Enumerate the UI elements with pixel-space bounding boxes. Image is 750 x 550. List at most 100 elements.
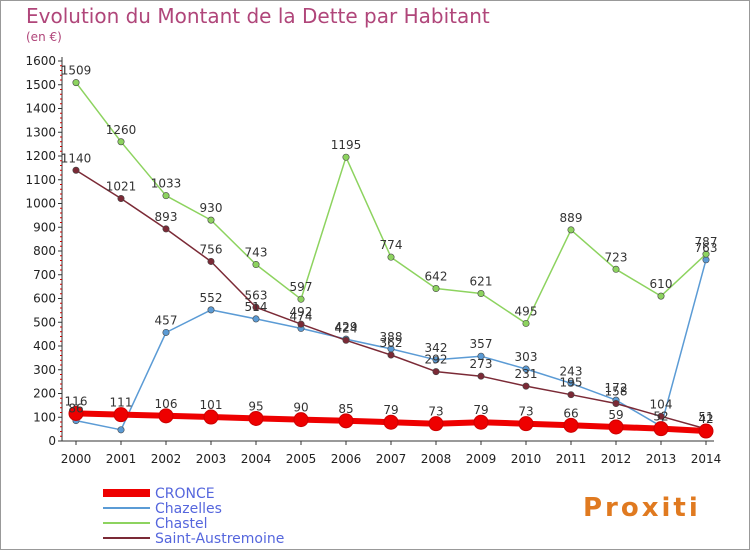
data-label: 104 xyxy=(650,397,673,411)
data-point xyxy=(477,352,485,360)
y-tick-label: 600 xyxy=(33,292,56,306)
data-label: 95 xyxy=(248,399,263,413)
data-label: 893 xyxy=(155,210,178,224)
chart-title: Evolution du Montant de la Dette par Hab… xyxy=(26,4,490,28)
data-point xyxy=(428,416,444,432)
y-tick-label: 800 xyxy=(33,244,56,258)
data-point xyxy=(432,356,440,364)
data-label: 495 xyxy=(515,304,538,318)
data-label: 51 xyxy=(698,410,713,424)
data-point xyxy=(207,306,215,314)
data-label: 424 xyxy=(335,321,358,335)
data-label: 85 xyxy=(338,402,353,416)
data-point xyxy=(477,290,485,298)
data-label: 1021 xyxy=(106,180,137,194)
x-tick-label: 2012 xyxy=(601,452,632,466)
data-point xyxy=(297,320,305,328)
data-point xyxy=(567,379,575,387)
data-point xyxy=(657,412,665,420)
data-label: 563 xyxy=(245,288,268,302)
data-point xyxy=(252,303,260,311)
data-label: 90 xyxy=(293,401,308,415)
x-tick-label: 2009 xyxy=(466,452,497,466)
data-point xyxy=(702,250,710,258)
data-label: 101 xyxy=(200,398,223,412)
x-tick-label: 2003 xyxy=(196,452,227,466)
data-point xyxy=(567,226,575,234)
data-point xyxy=(432,285,440,293)
legend-label-cronce: CRONCE xyxy=(155,486,215,502)
y-tick-label: 1200 xyxy=(25,149,56,163)
data-labels: 116 111 106 101 95 90 85 79 73 79 73 66 59 52 42 86 457 5… xyxy=(61,64,718,426)
y-tick-label: 900 xyxy=(33,220,56,234)
data-point xyxy=(473,414,489,430)
legend-label-chazelles: Chazelles xyxy=(155,501,222,517)
data-point xyxy=(563,417,579,433)
data-point xyxy=(162,225,170,233)
x-tick-label: 2002 xyxy=(151,452,182,466)
proxiti-logo: Proxiti xyxy=(583,493,701,523)
data-point xyxy=(522,382,530,390)
x-tick-label: 2000 xyxy=(61,452,92,466)
y-tick-label: 300 xyxy=(33,363,56,377)
data-label: 273 xyxy=(470,357,493,371)
data-point xyxy=(608,419,624,435)
data-label: 552 xyxy=(200,291,223,305)
y-tick-label: 400 xyxy=(33,339,56,353)
data-point xyxy=(612,265,620,273)
data-label: 930 xyxy=(200,201,223,215)
data-point xyxy=(252,315,260,323)
data-label: 172 xyxy=(605,381,628,395)
data-point xyxy=(158,408,174,424)
y-tick-label: 1000 xyxy=(25,197,56,211)
chart-subtitle: (en €) xyxy=(26,30,62,44)
data-point xyxy=(522,365,530,373)
data-label: 774 xyxy=(380,238,403,252)
data-point xyxy=(342,153,350,161)
y-tick-label: 1300 xyxy=(25,125,56,139)
x-tick-label: 2005 xyxy=(286,452,317,466)
x-tick-label: 2008 xyxy=(421,452,452,466)
data-label: 787 xyxy=(695,235,718,249)
series-line-chastel xyxy=(75,81,707,325)
data-point xyxy=(387,351,395,359)
data-label: 79 xyxy=(383,403,398,417)
data-point xyxy=(162,192,170,200)
data-point xyxy=(387,253,395,261)
data-label: 642 xyxy=(425,270,448,284)
data-point xyxy=(203,409,219,425)
y-tick-label: 200 xyxy=(33,387,56,401)
data-label: 79 xyxy=(473,403,488,417)
data-point xyxy=(117,138,125,146)
data-label: 73 xyxy=(428,405,443,419)
data-point xyxy=(117,195,125,203)
data-label: 59 xyxy=(608,408,623,422)
data-point xyxy=(518,416,534,432)
data-label: 362 xyxy=(380,336,403,350)
x-tick-label: 2006 xyxy=(331,452,362,466)
data-label: 756 xyxy=(200,242,223,256)
y-tick-label: 100 xyxy=(33,410,56,424)
x-tick-label: 2001 xyxy=(106,452,137,466)
data-label: 1140 xyxy=(61,151,92,165)
data-label: 429 xyxy=(335,320,358,334)
data-point xyxy=(162,328,170,336)
data-label: 52 xyxy=(653,410,668,424)
data-point xyxy=(432,368,440,376)
data-point xyxy=(338,413,354,429)
data-label: 106 xyxy=(155,397,178,411)
data-point xyxy=(207,216,215,224)
data-label: 158 xyxy=(605,384,628,398)
data-label: 243 xyxy=(560,364,583,378)
x-tick-label: 2013 xyxy=(646,452,677,466)
data-label: 621 xyxy=(470,275,493,289)
data-point xyxy=(68,405,84,421)
data-point xyxy=(567,391,575,399)
data-point xyxy=(207,257,215,265)
data-point xyxy=(698,423,714,439)
data-label: 723 xyxy=(605,250,628,264)
data-point xyxy=(72,79,80,87)
legend-label-chastel: Chastel xyxy=(155,516,208,532)
logo-text: Proxiti xyxy=(583,493,701,523)
